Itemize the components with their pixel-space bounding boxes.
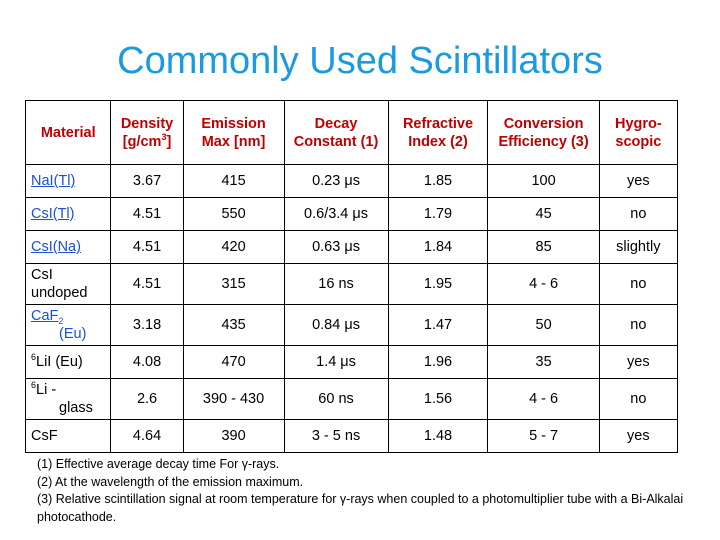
table-row: NaI(Tl) 3.67 415 0.23 μs 1.85 100 yes (24, 164, 679, 198)
conversion-cell: 100 (487, 164, 600, 198)
refractive-cell: 1.84 (387, 230, 489, 264)
scintillator-table: Material Density [g/cm3] Emission Max [n… (24, 100, 679, 453)
emission-cell: 415 (182, 164, 285, 198)
decay-cell: 0.23 μs (283, 164, 389, 198)
density-cell: 4.51 (110, 263, 184, 305)
hygroscopic-cell: slightly (598, 230, 679, 264)
emission-cell: 420 (182, 230, 285, 264)
table-row: 6LiI (Eu) 4.08 470 1.4 μs 1.96 35 yes (24, 345, 679, 379)
emission-cell: 390 - 430 (182, 378, 285, 420)
header-conversion: Conversion Efficiency (3) (487, 100, 600, 165)
material-link[interactable]: CsI(Tl) (31, 206, 75, 222)
emission-cell: 470 (182, 345, 285, 379)
conversion-cell: 50 (487, 304, 600, 346)
refractive-cell: 1.47 (387, 304, 489, 346)
header-density: Density [g/cm3] (110, 100, 184, 165)
material-link[interactable]: CaF2 (Eu) (31, 308, 87, 342)
density-cell: 3.18 (110, 304, 184, 346)
conversion-cell: 45 (487, 197, 600, 231)
refractive-cell: 1.56 (387, 378, 489, 420)
footnote-2: (2) At the wavelength of the emission ma… (37, 474, 304, 489)
decay-cell: 0.6/3.4 μs (283, 197, 389, 231)
refractive-cell: 1.96 (387, 345, 489, 379)
density-cell: 4.51 (110, 197, 184, 231)
hygroscopic-cell: no (598, 378, 679, 420)
footnote-1: (1) Effective average decay time For γ-r… (37, 457, 280, 471)
material-cell[interactable]: CaF2 (Eu) (24, 304, 112, 346)
refractive-cell: 1.48 (387, 419, 489, 453)
header-hygroscopic: Hygro-scopic (598, 100, 679, 165)
material-cell[interactable]: CsI(Tl) (24, 197, 112, 231)
hygroscopic-cell: yes (598, 345, 679, 379)
table-row: 6Li - glass 2.6 390 - 430 60 ns 1.56 4 - … (24, 378, 679, 420)
emission-cell: 315 (182, 263, 285, 305)
header-decay: Decay Constant (1) (283, 100, 389, 165)
material-link[interactable]: NaI(Tl) (31, 173, 76, 189)
decay-cell: 16 ns (283, 263, 389, 305)
decay-cell: 1.4 μs (283, 345, 389, 379)
header-refractive: Refractive Index (2) (387, 100, 489, 165)
material-cell[interactable]: CsI(Na) (24, 230, 112, 264)
decay-cell: 3 - 5 ns (283, 419, 389, 453)
emission-cell: 550 (182, 197, 285, 231)
density-cell: 4.08 (110, 345, 184, 379)
material-cell: 6Li - glass (24, 378, 112, 420)
conversion-cell: 35 (487, 345, 600, 379)
emission-cell: 435 (182, 304, 285, 346)
refractive-cell: 1.95 (387, 263, 489, 305)
density-cell: 2.6 (110, 378, 184, 420)
density-cell: 4.64 (110, 419, 184, 453)
decay-cell: 0.63 μs (283, 230, 389, 264)
refractive-cell: 1.85 (387, 164, 489, 198)
footnote-3: (3) Relative scintillation signal at roo… (37, 492, 684, 524)
hygroscopic-cell: no (598, 304, 679, 346)
header-material: Material (24, 100, 112, 165)
material-link[interactable]: CsI(Na) (31, 239, 81, 255)
hygroscopic-cell: no (598, 263, 679, 305)
table-row: CsI undoped 4.51 315 16 ns 1.95 4 - 6 no (24, 263, 679, 305)
refractive-cell: 1.79 (387, 197, 489, 231)
table-row: CsI(Tl) 4.51 550 0.6/3.4 μs 1.79 45 no (24, 197, 679, 231)
hygroscopic-cell: no (598, 197, 679, 231)
table-row: CsI(Na) 4.51 420 0.63 μs 1.84 85 slightl… (24, 230, 679, 264)
decay-cell: 0.84 μs (283, 304, 389, 346)
header-emission: Emission Max [nm] (182, 100, 285, 165)
hygroscopic-cell: yes (598, 419, 679, 453)
footnotes: (1) Effective average decay time For γ-r… (37, 456, 707, 526)
slide-title: Commonly Used Scintillators (117, 40, 603, 82)
material-cell: 6LiI (Eu) (24, 345, 112, 379)
material-cell: CsF (24, 419, 112, 453)
material-cell[interactable]: NaI(Tl) (24, 164, 112, 198)
conversion-cell: 4 - 6 (487, 263, 600, 305)
table-header-row: Material Density [g/cm3] Emission Max [n… (24, 100, 679, 165)
conversion-cell: 5 - 7 (487, 419, 600, 453)
conversion-cell: 85 (487, 230, 600, 264)
decay-cell: 60 ns (283, 378, 389, 420)
hygroscopic-cell: yes (598, 164, 679, 198)
conversion-cell: 4 - 6 (487, 378, 600, 420)
density-cell: 4.51 (110, 230, 184, 264)
table-row: CaF2 (Eu) 3.18 435 0.84 μs 1.47 50 no (24, 304, 679, 346)
material-cell: CsI undoped (24, 263, 112, 305)
emission-cell: 390 (182, 419, 285, 453)
density-cell: 3.67 (110, 164, 184, 198)
table-row: CsF 4.64 390 3 - 5 ns 1.48 5 - 7 yes (24, 419, 679, 453)
